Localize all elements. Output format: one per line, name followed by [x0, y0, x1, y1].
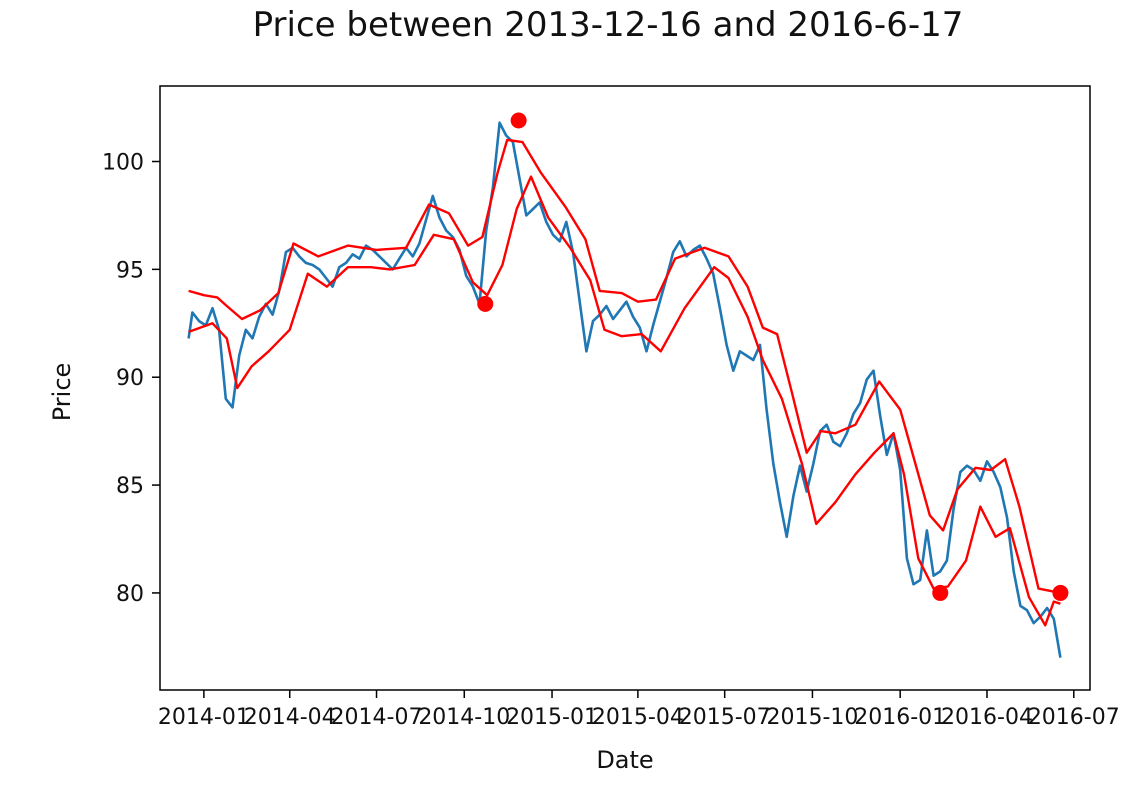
y-tick-label: 100	[102, 151, 144, 176]
x-axis: 2014-012014-042014-072014-102015-012015-…	[158, 690, 1120, 730]
marker-layer	[477, 112, 1069, 601]
upper-band-line	[188, 138, 1061, 595]
x-tick-label: 2014-01	[158, 705, 250, 730]
x-axis-label: Date	[596, 746, 653, 774]
series-layer	[187, 121, 1062, 658]
x-tick-label: 2015-07	[679, 705, 771, 730]
x-tick-label: 2015-01	[506, 705, 598, 730]
x-tick-label: 2014-07	[331, 705, 423, 730]
y-tick-label: 95	[116, 258, 144, 283]
y-axis: 80 85 90 95 100	[102, 151, 160, 607]
x-tick-label: 2015-04	[592, 705, 684, 730]
x-tick-label: 2016-07	[1028, 705, 1120, 730]
x-tick-label: 2014-04	[244, 705, 336, 730]
x-tick-label: 2016-04	[941, 705, 1033, 730]
lower-band-line	[188, 175, 1061, 627]
x-tick-label: 2016-01	[854, 705, 946, 730]
y-axis-label: Price	[48, 363, 76, 422]
signal-marker	[1052, 584, 1069, 601]
x-tick-label: 2015-10	[766, 705, 858, 730]
price-line	[187, 121, 1062, 658]
signal-marker	[510, 112, 527, 129]
x-tick-label: 2014-10	[418, 705, 510, 730]
y-tick-label: 90	[116, 366, 144, 391]
signal-marker	[477, 295, 494, 312]
y-tick-label: 85	[116, 474, 144, 499]
y-tick-label: 80	[116, 582, 144, 607]
plot-frame	[159, 85, 1091, 691]
chart-title: Price between 2013-12-16 and 2016-6-17	[253, 5, 964, 45]
signal-marker	[932, 584, 949, 601]
